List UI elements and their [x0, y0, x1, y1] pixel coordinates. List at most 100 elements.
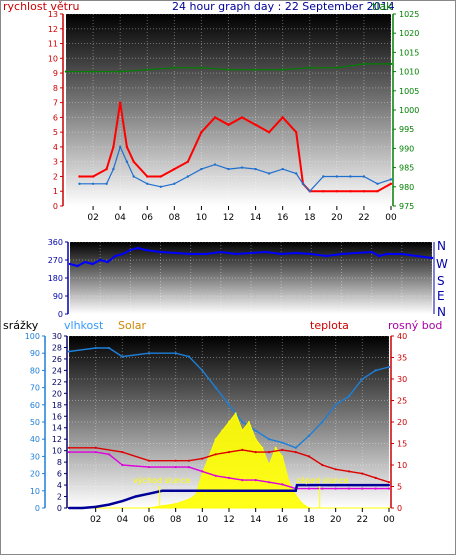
- series-direction-point: [385, 252, 388, 256]
- series-tlak-point: [200, 66, 203, 70]
- temperature-tick-label: 10: [397, 461, 407, 470]
- series-vlhkost-point: [107, 346, 111, 350]
- series-srážky-point: [281, 489, 284, 492]
- series-rychlost-větru-point: [186, 160, 190, 163]
- series-rosný-bod-point: [147, 466, 151, 469]
- series-tlak-point: [335, 66, 338, 70]
- humidity-inner-tick-label: 0: [57, 504, 62, 513]
- series-rychlost-větru-point: [119, 101, 122, 104]
- series-rychlost-větru-point: [389, 182, 393, 185]
- series-teplota-point: [214, 453, 217, 456]
- temperature-tick-label: 0: [397, 504, 402, 513]
- series-srážky-point: [254, 489, 257, 492]
- compass-s: S: [437, 274, 445, 288]
- wind-speed-tick-label: 9: [53, 69, 58, 78]
- series-náraz-point: [267, 172, 271, 175]
- series-rychlost-větru-point: [349, 190, 352, 193]
- series-rychlost-větru-point: [227, 123, 230, 127]
- wind-speed-tick-label: 8: [53, 84, 58, 93]
- series-rosný-bod-point: [267, 481, 271, 484]
- series-rychlost-větru-point: [200, 131, 203, 134]
- wind-speed-tick-label: 6: [53, 113, 58, 122]
- series-tlak-point: [389, 62, 393, 66]
- series-náraz-point: [146, 182, 149, 185]
- series-direction-point: [174, 251, 177, 255]
- series-srážky-point: [334, 484, 337, 487]
- series-náraz-point: [308, 190, 311, 193]
- series-direction-point: [340, 252, 343, 256]
- direction-tick-label: 360: [48, 238, 63, 247]
- series-tlak-point: [362, 62, 366, 66]
- series-tlak-point: [281, 68, 284, 71]
- series-teplota-point: [347, 470, 351, 473]
- series-rosný-bod-point: [374, 487, 377, 490]
- series-srážky-point: [67, 506, 71, 510]
- series-rosný-bod: [69, 451, 389, 490]
- rain-outer-tick-label: 30: [30, 452, 40, 461]
- pressure-tick-label: 1010: [399, 68, 419, 77]
- series-direction-point: [370, 250, 373, 254]
- series-teplota-point: [321, 463, 324, 467]
- series-náraz-point: [362, 175, 366, 178]
- series-rosný-bod-point: [334, 487, 337, 490]
- series-teplota-point: [294, 451, 297, 454]
- wind-xtick-label: 08: [169, 213, 181, 223]
- series-direction-point: [129, 248, 132, 252]
- pressure-tick-label: 1005: [399, 87, 419, 96]
- series-srážky-point: [161, 489, 164, 492]
- pressure-tick-label: 1025: [399, 10, 419, 19]
- rain-outer-tick-label: 50: [30, 418, 40, 427]
- series-solar-point: [228, 421, 230, 423]
- wind-speed-label: rychlost větru: [3, 0, 79, 13]
- series-direction-point: [249, 251, 253, 255]
- bottom-xtick-label: 08: [170, 515, 182, 525]
- series-srážky-point: [227, 489, 231, 492]
- compass-n-bottom: N: [437, 305, 446, 319]
- wind-xtick-label: 06: [142, 213, 154, 223]
- series-teplota-point: [241, 448, 244, 451]
- temperature-tick-label: 35: [397, 354, 407, 363]
- rain-outer-tick-label: 40: [30, 435, 40, 444]
- rain-outer-tick-label: 100: [25, 332, 40, 341]
- series-tlak-point: [64, 70, 68, 73]
- wind-xtick-label: 12: [223, 213, 234, 223]
- wind-speed-tick-label: 0: [53, 202, 58, 211]
- bottom-xtick-label: 20: [330, 515, 342, 525]
- bottom-xtick-label: 16: [277, 515, 289, 525]
- series-rychlost-větru-point: [173, 167, 176, 171]
- series-rosný-bod-point: [121, 463, 124, 467]
- compass-labels: N W S E N: [436, 239, 448, 319]
- wind-xtick-label: 18: [304, 213, 316, 223]
- pressure-tick-label: 995: [399, 125, 414, 134]
- humidity-inner-tick-label: 28: [52, 343, 62, 352]
- series-rychlost-větru-point: [254, 123, 257, 127]
- series-tlak-point: [227, 68, 230, 71]
- series-teplota-point: [94, 446, 97, 449]
- series-rychlost-větru-point: [132, 160, 135, 163]
- series-srážky-point: [121, 500, 124, 503]
- series-direction-point: [219, 250, 222, 254]
- series-teplota-point: [334, 468, 337, 471]
- temperature-tick-label: 15: [397, 440, 407, 449]
- temperature-tick-label: 20: [397, 418, 407, 427]
- series-rosný-bod-point: [254, 479, 257, 482]
- series-solar-point: [248, 421, 250, 423]
- series-srážky-point: [147, 492, 151, 495]
- series-direction-point: [310, 252, 313, 256]
- compass-e: E: [437, 289, 445, 303]
- bottom-xtick-label: 06: [143, 515, 155, 525]
- series-direction-point: [114, 254, 117, 258]
- pressure-tick-label: 1015: [399, 48, 419, 57]
- humidity-inner-tick-label: 22: [52, 378, 62, 387]
- series-solar-point: [294, 494, 297, 497]
- series-tlak-point: [146, 68, 149, 71]
- series-rychlost-větru-point: [112, 145, 115, 149]
- series-solar-point: [174, 502, 177, 505]
- series-rosný-bod-point: [187, 466, 191, 469]
- humidity-inner-tick-label: 24: [52, 366, 62, 375]
- humidity-inner-tick-label: 6: [57, 470, 62, 479]
- series-náraz-point: [105, 182, 108, 185]
- pressure-tick-label: 1000: [399, 106, 419, 115]
- wind-xtick-label: 00: [385, 213, 397, 223]
